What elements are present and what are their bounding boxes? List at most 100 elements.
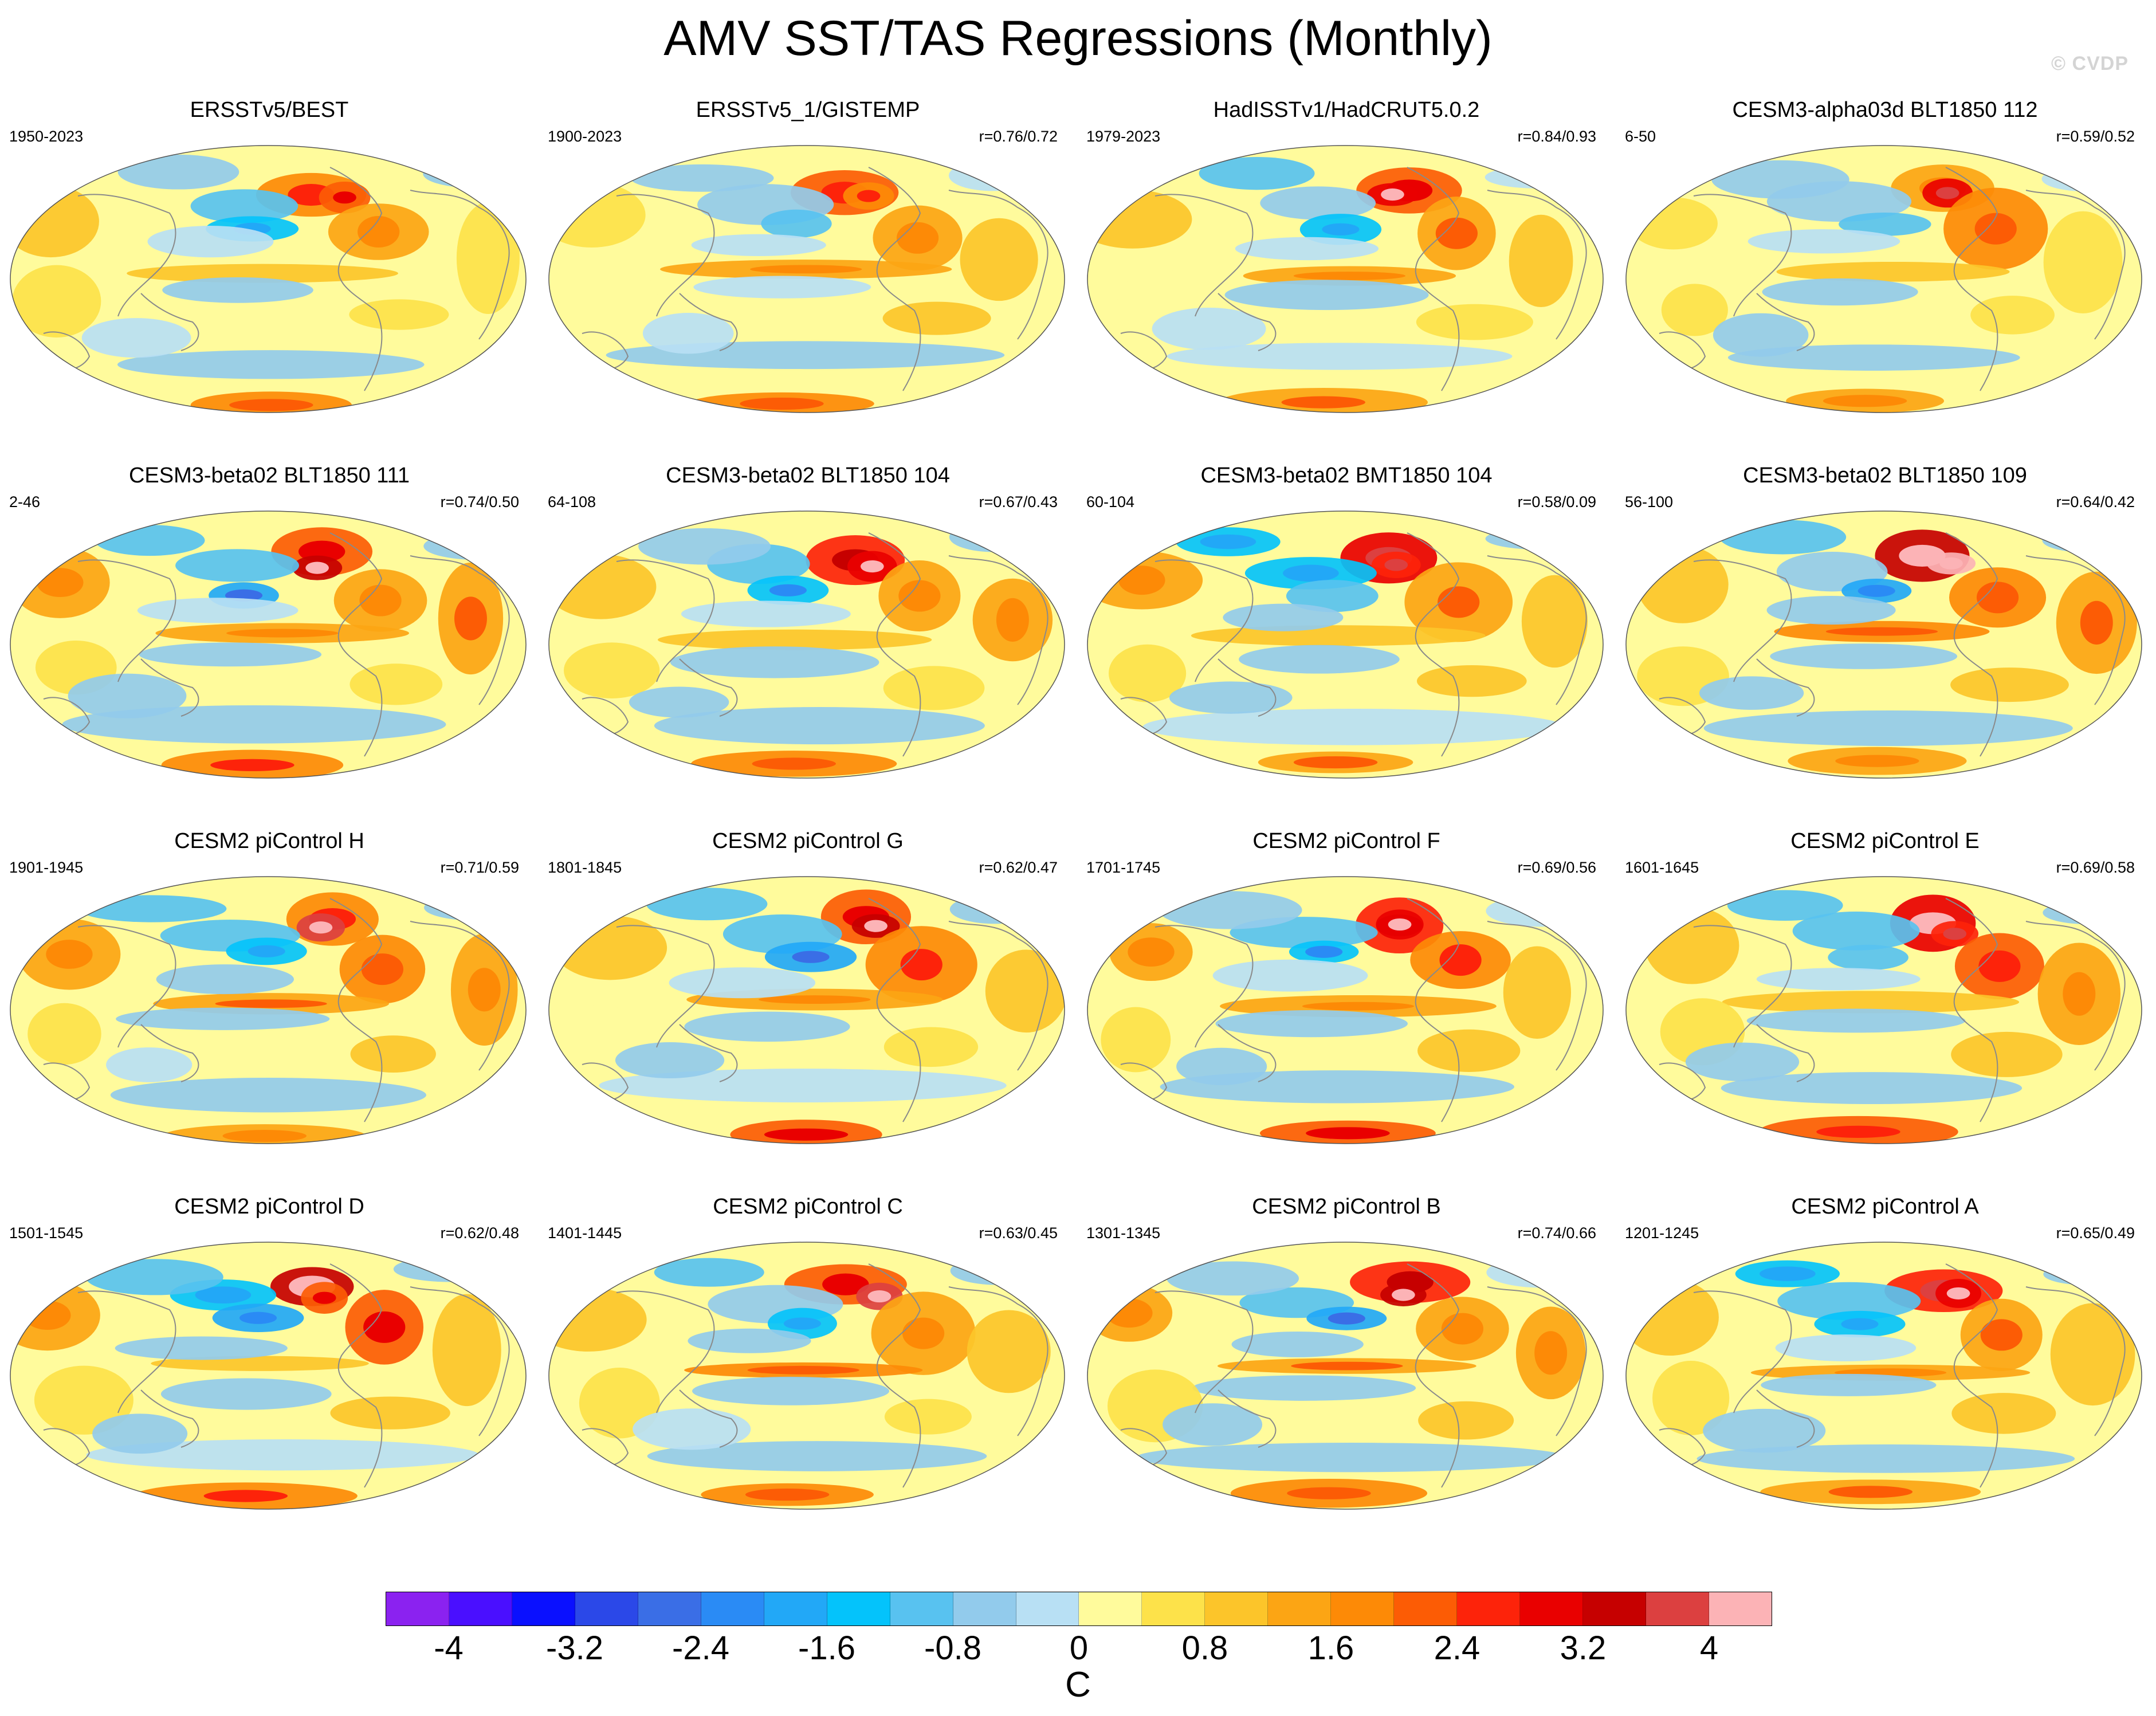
regression-map bbox=[10, 1242, 527, 1510]
map-panel: CESM2 piControl D 1501-1545 r=0.62/0.48 bbox=[0, 1194, 539, 1561]
panel-correlation: r=0.65/0.49 bbox=[2056, 1224, 2135, 1242]
panel-period: 1950-2023 bbox=[9, 128, 84, 145]
panel-period: 60-104 bbox=[1086, 493, 1135, 511]
panel-correlation: r=0.69/0.58 bbox=[2056, 859, 2135, 876]
colorbar-swatch bbox=[386, 1592, 449, 1625]
panel-title: CESM3-beta02 BLT1850 104 bbox=[666, 464, 950, 488]
colorbar-tick-label: -2.4 bbox=[672, 1629, 729, 1667]
colorbar-swatch bbox=[1583, 1592, 1647, 1625]
colorbar-tick-label: -1.6 bbox=[798, 1629, 855, 1667]
panel-period: 1601-1645 bbox=[1625, 859, 1699, 876]
regression-map bbox=[1087, 511, 1604, 779]
colorbar-tick-label: 0.8 bbox=[1181, 1629, 1228, 1667]
colorbar-unit: C bbox=[1065, 1665, 1091, 1705]
panel-correlation: r=0.84/0.93 bbox=[1517, 128, 1596, 145]
map-panel: CESM2 piControl B 1301-1345 r=0.74/0.66 bbox=[1077, 1194, 1616, 1561]
panel-correlation: r=0.76/0.72 bbox=[979, 128, 1058, 145]
colorbar-tick-label: 1.6 bbox=[1307, 1629, 1354, 1667]
colorbar-swatch bbox=[1142, 1592, 1205, 1625]
panel-title: CESM2 piControl E bbox=[1790, 829, 1980, 853]
panel-period: 1201-1245 bbox=[1625, 1224, 1699, 1242]
colorbar-tick-label: -4 bbox=[434, 1629, 464, 1667]
map-panel: CESM3-beta02 BLT1850 111 2-46 r=0.74/0.50 bbox=[0, 463, 539, 830]
panel-title: ERSSTv5/BEST bbox=[190, 98, 349, 122]
panel-period: 1979-2023 bbox=[1086, 128, 1161, 145]
colorbar-swatch bbox=[1646, 1592, 1710, 1625]
panel-title: CESM3-beta02 BLT1850 111 bbox=[128, 464, 410, 488]
map-panel: CESM3-beta02 BLT1850 104 64-108 r=0.67/0.4… bbox=[539, 463, 1077, 830]
panel-period: 1501-1545 bbox=[9, 1224, 84, 1242]
colorbar-tick-label: -0.8 bbox=[924, 1629, 981, 1667]
colorbar-swatch bbox=[638, 1592, 701, 1625]
colorbar-swatch bbox=[1520, 1592, 1584, 1625]
colorbar-tick-label: 3.2 bbox=[1560, 1629, 1607, 1667]
panel-period: 2-46 bbox=[9, 493, 41, 511]
map-panel: CESM2 piControl H 1901-1945 r=0.71/0.59 bbox=[0, 828, 539, 1195]
panel-period: 1801-1845 bbox=[548, 859, 622, 876]
panel-period: 56-100 bbox=[1625, 493, 1674, 511]
panel-title: CESM2 piControl H bbox=[174, 829, 364, 853]
regression-map bbox=[10, 145, 527, 413]
colorbar-swatch bbox=[764, 1592, 827, 1625]
colorbar-swatch bbox=[575, 1592, 638, 1625]
regression-map bbox=[1625, 876, 2142, 1144]
map-panel: CESM2 piControl G 1801-1845 r=0.62/0.47 bbox=[539, 828, 1077, 1195]
regression-map bbox=[548, 145, 1065, 413]
panel-correlation: r=0.67/0.43 bbox=[979, 493, 1058, 511]
panel-period: 1901-1945 bbox=[9, 859, 84, 876]
regression-map bbox=[1087, 876, 1604, 1144]
panel-title: CESM2 piControl F bbox=[1252, 829, 1440, 853]
panel-title: CESM2 piControl G bbox=[712, 829, 904, 853]
colorbar-swatch bbox=[1331, 1592, 1395, 1625]
colorbar-swatch bbox=[701, 1592, 764, 1625]
panel-correlation: r=0.63/0.45 bbox=[979, 1224, 1058, 1242]
colorbar-tick-label: 4 bbox=[1699, 1629, 1719, 1667]
regression-map bbox=[1625, 511, 2142, 779]
panel-title: CESM2 piControl B bbox=[1252, 1195, 1441, 1219]
cvdp-watermark: © CVDP bbox=[2051, 53, 2128, 74]
panel-period: 1301-1345 bbox=[1086, 1224, 1161, 1242]
map-panel: CESM3-beta02 BMT1850 104 60-104 r=0.58/0.0… bbox=[1077, 463, 1616, 830]
panel-correlation: r=0.59/0.52 bbox=[2056, 128, 2135, 145]
colorbar-swatch bbox=[1709, 1592, 1772, 1625]
colorbar-swatch bbox=[512, 1592, 575, 1625]
regression-map bbox=[1087, 145, 1604, 413]
panel-title: CESM3-beta02 BLT1850 109 bbox=[1743, 464, 2027, 488]
panel-correlation: r=0.71/0.59 bbox=[440, 859, 519, 876]
panel-correlation: r=0.74/0.50 bbox=[440, 493, 519, 511]
colorbar-tick-label: 0 bbox=[1069, 1629, 1089, 1667]
panel-correlation: r=0.62/0.48 bbox=[440, 1224, 519, 1242]
panel-correlation: r=0.64/0.42 bbox=[2056, 493, 2135, 511]
panel-correlation: r=0.69/0.56 bbox=[1517, 859, 1596, 876]
colorbar-swatch bbox=[449, 1592, 512, 1625]
colorbar-swatch bbox=[953, 1592, 1016, 1625]
panel-title: CESM2 piControl A bbox=[1791, 1195, 1979, 1219]
colorbar-swatch bbox=[1394, 1592, 1458, 1625]
colorbar-swatch bbox=[827, 1592, 890, 1625]
colorbar-tick-label: -3.2 bbox=[546, 1629, 603, 1667]
panel-title: CESM3-beta02 BMT1850 104 bbox=[1200, 464, 1493, 488]
map-panel: CESM3-alpha03d BLT1850 112 6-50 r=0.59/0.5… bbox=[1616, 97, 2154, 464]
colorbar-swatch bbox=[1205, 1592, 1269, 1625]
figure-title: AMV SST/TAS Regressions (Monthly) bbox=[663, 11, 1493, 66]
regression-map bbox=[548, 511, 1065, 779]
panel-title: CESM2 piControl D bbox=[174, 1195, 364, 1219]
panel-correlation: r=0.74/0.66 bbox=[1517, 1224, 1596, 1242]
colorbar bbox=[386, 1592, 1772, 1626]
colorbar-swatch bbox=[1457, 1592, 1521, 1625]
panel-title: CESM2 piControl C bbox=[713, 1195, 903, 1219]
map-panel: ERSSTv5_1/GISTEMP 1900-2023 r=0.76/0.72 bbox=[539, 97, 1077, 464]
panel-period: 1900-2023 bbox=[548, 128, 622, 145]
regression-map bbox=[548, 1242, 1065, 1510]
map-panel: CESM2 piControl C 1401-1445 r=0.63/0.45 bbox=[539, 1194, 1077, 1561]
map-panel: ERSSTv5/BEST 1950-2023 bbox=[0, 97, 539, 464]
colorbar-swatch bbox=[1016, 1592, 1079, 1625]
colorbar-tick-label: 2.4 bbox=[1434, 1629, 1480, 1667]
panel-title: CESM3-alpha03d BLT1850 112 bbox=[1732, 98, 2038, 122]
panel-period: 1701-1745 bbox=[1086, 859, 1161, 876]
regression-map bbox=[1087, 1242, 1604, 1510]
colorbar-swatch bbox=[890, 1592, 953, 1625]
panel-title: HadISSTv1/HadCRUT5.0.2 bbox=[1213, 98, 1480, 122]
regression-map bbox=[10, 876, 527, 1144]
map-panel: CESM2 piControl F 1701-1745 r=0.69/0.56 bbox=[1077, 828, 1616, 1195]
